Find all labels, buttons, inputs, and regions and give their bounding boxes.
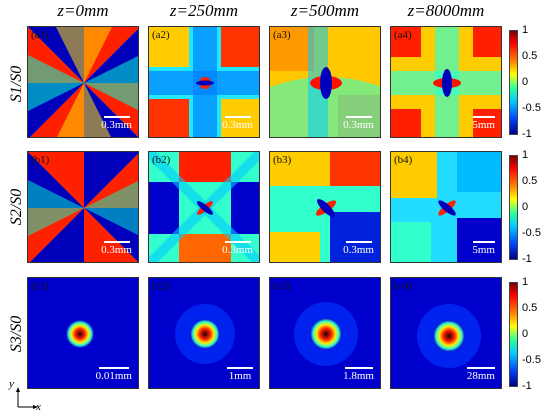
s3-ring-image — [270, 278, 380, 388]
colorbar-row-a — [509, 30, 518, 135]
colorbar-tick: -0.5 — [522, 227, 541, 239]
panel-b4: (b4) 5mm — [390, 151, 502, 263]
panel-a1: (a1) 0.3mm — [27, 26, 139, 138]
colorbar-row-b — [509, 155, 518, 260]
scale-bar: 0.3mm — [343, 116, 374, 131]
panel-a3: (a3) 0.3mm — [269, 26, 381, 138]
scale-bar: 0.01mm — [96, 367, 132, 382]
colorbar-tick: 0.5 — [522, 302, 538, 314]
scale-bar: 0.3mm — [101, 241, 132, 256]
s1-vortex-image — [391, 27, 501, 137]
s3-ring-image — [391, 278, 501, 388]
colorbar-tick: -1 — [522, 253, 532, 265]
colorbar-tick: 0 — [522, 201, 529, 213]
panel-c3: (c3) 1.8mm — [269, 277, 381, 389]
panel-tag: (b3) — [273, 154, 292, 166]
column-title-1: z=0mm — [57, 1, 109, 20]
column-title-2: z=250mm — [169, 1, 239, 20]
s2-vortex-image — [391, 152, 501, 262]
panel-tag: (b4) — [394, 154, 413, 166]
y-axis-label: y — [9, 378, 14, 390]
colorbar-row-c — [509, 282, 518, 387]
panel-tag: (c4) — [394, 280, 412, 292]
colorbar-tick: 1 — [522, 149, 529, 161]
colorbar-tick: 0.5 — [522, 50, 538, 62]
s2-vortex-image — [149, 152, 259, 262]
scale-bar: 0.3mm — [343, 241, 374, 256]
colorbar-tick: -1 — [522, 380, 532, 392]
panel-tag: (a3) — [273, 29, 291, 41]
axes-arrow-icon — [16, 387, 38, 409]
colorbar-tick: -1 — [522, 128, 532, 140]
panel-a4: (a4) 5mm — [390, 26, 502, 138]
s1-vortex-image — [270, 27, 380, 137]
scale-bar: 0.3mm — [101, 116, 132, 131]
panel-a2: (a2) 0.3mm — [148, 26, 260, 138]
s3-ring-image — [28, 278, 138, 388]
colorbar-tick: 0.5 — [522, 175, 538, 187]
colorbar-tick: -0.5 — [522, 102, 541, 114]
column-title-3: z=500mm — [290, 1, 360, 20]
scale-bar: 0.3mm — [222, 116, 253, 131]
scale-bar: 5mm — [472, 116, 495, 131]
scale-bar: 28mm — [467, 367, 495, 382]
colorbar-tick: 0 — [522, 76, 529, 88]
panel-tag: (b1) — [31, 154, 50, 166]
s3-ring-image — [149, 278, 259, 388]
column-title-4: z=8000mm — [407, 1, 485, 20]
panel-tag: (c3) — [273, 280, 291, 292]
colorbar-tick: 0 — [522, 328, 529, 340]
colorbar-tick: 1 — [522, 24, 529, 36]
panel-tag: (c1) — [31, 280, 49, 292]
panel-tag: (c2) — [152, 280, 170, 292]
scale-bar: 0.3mm — [222, 241, 253, 256]
panel-b1: (b1) 0.3mm — [27, 151, 139, 263]
panel-tag: (a4) — [394, 29, 412, 41]
panel-c2: (c2) 1mm — [148, 277, 260, 389]
panel-tag: (b2) — [152, 154, 171, 166]
panel-c4: (c4) 28mm — [390, 277, 502, 389]
x-axis-label: x — [36, 401, 41, 413]
s1-vortex-image — [28, 27, 138, 137]
panel-tag: (a2) — [152, 29, 170, 41]
panel-b3: (b3) 0.3mm — [269, 151, 381, 263]
s2-vortex-image — [28, 152, 138, 262]
s2-vortex-image — [270, 152, 380, 262]
panel-tag: (a1) — [31, 29, 49, 41]
s1-vortex-image — [149, 27, 259, 137]
colorbar-tick: 1 — [522, 276, 529, 288]
scale-bar: 5mm — [472, 241, 495, 256]
panel-b2: (b2) 0.3mm — [148, 151, 260, 263]
scale-bar: 1.8mm — [343, 367, 374, 382]
scale-bar: 1mm — [227, 367, 253, 382]
panel-c1: (c1) 0.01mm — [27, 277, 139, 389]
colorbar-tick: -0.5 — [522, 354, 541, 366]
